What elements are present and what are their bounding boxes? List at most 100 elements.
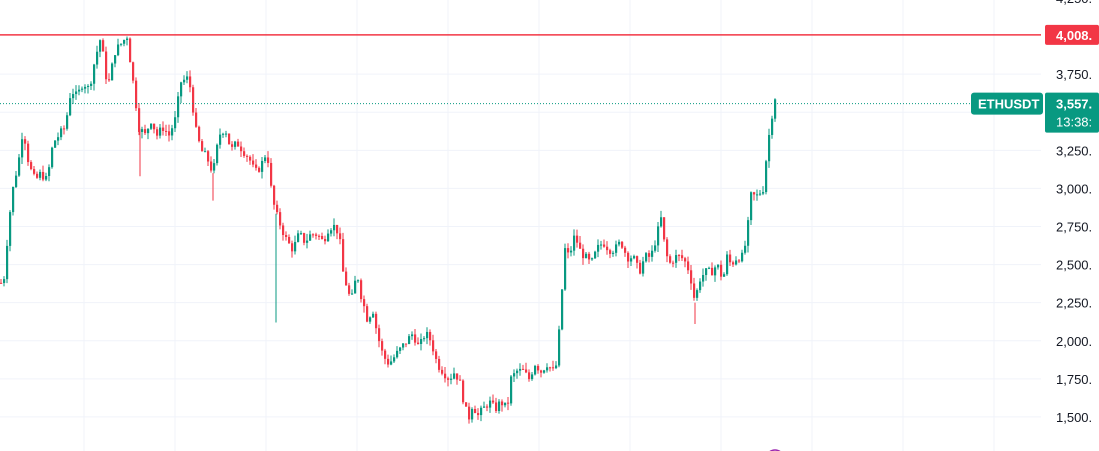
- candle-down: [495, 397, 498, 414]
- candle-body: [156, 129, 159, 136]
- candle-down: [456, 373, 459, 385]
- candle-up: [327, 229, 330, 242]
- candle-up: [513, 369, 516, 383]
- candle-up: [564, 243, 567, 291]
- candle-body: [372, 313, 375, 318]
- candle-down: [525, 362, 528, 374]
- candle-down: [366, 303, 369, 323]
- candle-body: [39, 171, 42, 178]
- candle-up: [531, 371, 534, 381]
- candle-body: [297, 233, 300, 242]
- candle-body: [309, 234, 312, 241]
- candle-up: [300, 230, 303, 236]
- candle-body: [84, 86, 87, 89]
- candle-down: [210, 156, 213, 173]
- candle-body: [189, 76, 192, 88]
- candle-body: [684, 258, 687, 262]
- candle-body: [525, 369, 528, 373]
- candle-body: [630, 258, 633, 262]
- candle-body: [576, 235, 579, 243]
- candle-up: [177, 91, 180, 123]
- candle-body: [177, 96, 180, 118]
- candle-down: [627, 251, 630, 268]
- candle-body: [459, 379, 462, 381]
- candle-body: [342, 239, 345, 272]
- candle-up: [705, 268, 708, 281]
- candle-body: [555, 365, 558, 369]
- candle-body: [504, 402, 507, 406]
- candle-up: [72, 88, 75, 105]
- candle-up: [402, 343, 405, 351]
- candle-body: [597, 244, 600, 252]
- candle-body: [399, 347, 402, 351]
- y-tick-label: 4,250.: [1056, 0, 1092, 6]
- candle-up: [420, 333, 423, 351]
- candle-body: [63, 128, 66, 130]
- candle-down: [168, 124, 171, 142]
- candle-body: [471, 408, 474, 420]
- candle-body: [609, 250, 612, 254]
- candle-up: [759, 190, 762, 196]
- last-price-label: 3,557.: [1056, 97, 1092, 112]
- candle-body: [108, 79, 111, 81]
- candle-body: [693, 283, 696, 298]
- candle-body: [552, 367, 555, 369]
- last-price-badge-bg: [1045, 92, 1099, 133]
- candle-body: [720, 264, 723, 277]
- candle-body: [27, 143, 30, 163]
- candle-body: [606, 246, 609, 251]
- candle-down: [108, 73, 111, 82]
- candle-up: [96, 45, 99, 69]
- candle-up: [333, 218, 336, 237]
- candle-body: [141, 129, 144, 132]
- price-axis[interactable]: 4,250.3,750.3,500.3,250.3,000.2,750.2,50…: [1056, 0, 1092, 451]
- candle-down: [336, 224, 339, 240]
- candle-body: [666, 239, 669, 257]
- y-tick-label: 2,250.: [1056, 296, 1092, 311]
- candle-down: [165, 124, 168, 136]
- candle-up: [180, 81, 183, 104]
- candle-body: [393, 357, 396, 362]
- candle-up: [330, 228, 333, 237]
- candle-up: [510, 375, 513, 406]
- candle-body: [468, 406, 471, 420]
- candle-body: [495, 402, 498, 411]
- symbol-tag[interactable]: ETHUSDT: [971, 92, 1043, 115]
- candle-body: [183, 79, 186, 83]
- candle-down: [477, 408, 480, 420]
- candle-body: [768, 134, 771, 162]
- candle-body: [696, 290, 699, 298]
- candle-up: [519, 363, 522, 376]
- candle-body: [273, 185, 276, 205]
- candle-body: [129, 38, 132, 63]
- candle-up: [18, 154, 21, 177]
- candle-body: [162, 127, 165, 131]
- candle-down: [753, 191, 756, 201]
- candle-body: [207, 151, 210, 162]
- candle-down: [279, 208, 282, 230]
- candle-up: [498, 399, 501, 414]
- candle-body: [99, 40, 102, 52]
- candle-body: [531, 374, 534, 380]
- candle-body: [87, 85, 90, 87]
- candle-up: [597, 239, 600, 258]
- candle-body: [69, 98, 72, 116]
- candle-body: [390, 361, 393, 365]
- candle-body: [222, 133, 225, 135]
- candle-body: [348, 285, 351, 294]
- candle-body: [48, 167, 51, 177]
- candle-body: [519, 368, 522, 371]
- candle-up: [264, 155, 267, 164]
- candle-up: [297, 230, 300, 243]
- event-marker-icon[interactable]: [766, 449, 784, 451]
- candle-body: [615, 244, 618, 253]
- candle-up: [747, 216, 750, 253]
- candle-body: [42, 171, 45, 180]
- candle-up: [423, 336, 426, 342]
- candle-down: [441, 366, 444, 376]
- candle-down: [228, 133, 231, 145]
- candle-body: [165, 130, 168, 132]
- candle-up: [351, 289, 354, 295]
